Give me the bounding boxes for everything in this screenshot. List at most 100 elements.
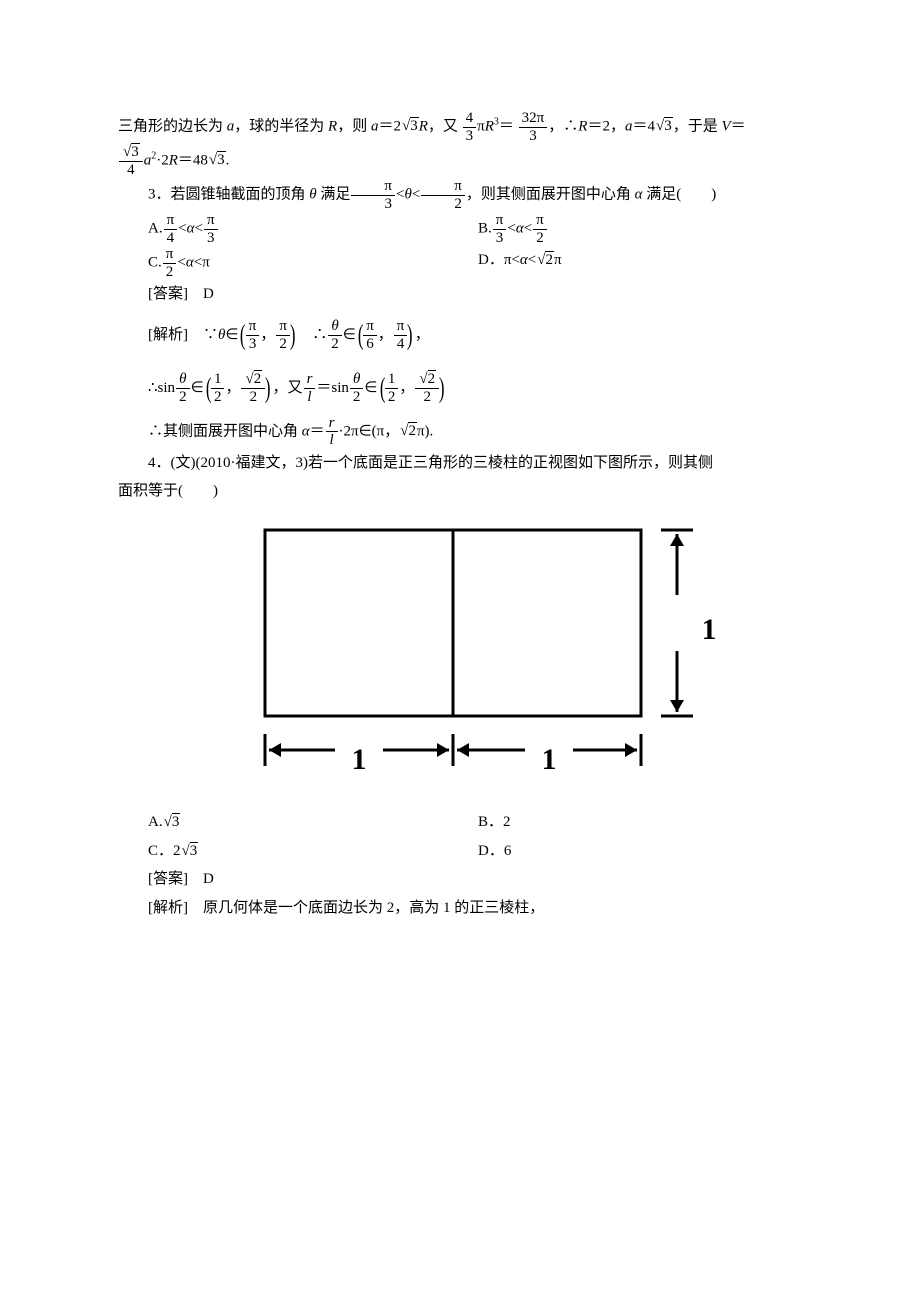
rad: 3 — [410, 117, 419, 134]
q3-option-b: B.π3<α<π2 — [478, 212, 820, 246]
sqrt-2: 2 — [418, 371, 436, 388]
text: ＝2， — [587, 118, 625, 134]
numerator: π — [276, 318, 290, 336]
denominator: 3 — [519, 128, 548, 145]
denominator: 2 — [533, 230, 547, 247]
q4-explanation: [解析] 原几何体是一个底面边长为 2，高为 1 的正三棱柱， — [148, 894, 820, 923]
q3-options-row1: A.π4<α<π3 B.π3<α<π2 — [148, 212, 820, 246]
pi: π — [477, 118, 485, 134]
var-alpha: α — [520, 252, 528, 268]
frac-r-l: rl — [326, 415, 338, 449]
numerator: π — [493, 212, 507, 230]
frac: π2 — [533, 212, 547, 246]
q4-options: A.3 B．2 C．23 D．6 — [148, 808, 820, 865]
lt: < — [177, 254, 185, 270]
numerator: r — [326, 415, 338, 433]
sqrt-3: 3 — [208, 146, 226, 175]
rad: 3 — [664, 117, 673, 134]
q3-exp-line2: ∴sinθ2∈(12，22)，又rl＝sinθ2∈(12，22) — [148, 362, 820, 415]
text: ＝sin — [316, 380, 349, 396]
frac: 22 — [241, 371, 265, 405]
q3-answer: [答案] D — [148, 280, 820, 309]
var-R: R — [419, 118, 428, 134]
text: ，又 — [273, 380, 303, 396]
numerator: r — [304, 371, 316, 389]
lt: < — [524, 220, 532, 236]
sqrt-3: 3 — [655, 112, 673, 141]
sqrt-2: 2 — [536, 246, 554, 275]
text: ，于是 — [673, 118, 722, 134]
lt: < — [195, 220, 203, 236]
numerator: π — [533, 212, 547, 230]
lt: < — [507, 220, 515, 236]
text: [解析] ∵ — [148, 327, 218, 343]
denominator: 2 — [241, 389, 265, 406]
label: A. — [148, 220, 163, 236]
numerator: θ — [350, 371, 364, 389]
numerator: 1 — [385, 371, 399, 389]
text: 三角形的边长为 — [118, 118, 227, 134]
rad: 3 — [190, 842, 199, 859]
numerator: 3 — [119, 144, 143, 162]
text: ∴ — [297, 327, 327, 343]
denominator: 2 — [163, 264, 177, 281]
paren-l: ( — [240, 309, 246, 362]
frac-sqrt3-4: 34 — [119, 144, 143, 178]
q4-option-d: D．6 — [478, 837, 820, 866]
text: ，又 — [428, 118, 458, 134]
text: ＝4 — [632, 118, 655, 134]
eq: ＝ — [499, 118, 514, 134]
frac: π3 — [204, 212, 218, 246]
q4-option-b: B．2 — [478, 808, 820, 837]
numerator: π — [164, 212, 178, 230]
numerator: 2 — [241, 371, 265, 389]
var-theta: θ — [309, 186, 316, 202]
frac: π2 — [276, 318, 290, 352]
rad: 2 — [254, 370, 263, 387]
denominator: 4 — [119, 162, 143, 179]
frac-32pi-3: 32π3 — [519, 110, 548, 144]
text: ＝2 — [378, 118, 401, 134]
in: ∈ — [191, 380, 204, 396]
text: ∴其侧面展开图中心角 — [148, 423, 302, 439]
frac: π3 — [246, 318, 260, 352]
q3-option-c: C.π2<α<π — [148, 246, 478, 280]
numerator: π — [394, 318, 408, 336]
comma: ， — [415, 327, 430, 343]
denominator: 2 — [415, 389, 439, 406]
in: ∈ — [364, 380, 377, 396]
denominator: 2 — [421, 196, 465, 213]
q3-option-a: A.π4<α<π3 — [148, 212, 478, 246]
rad: 3 — [172, 813, 181, 830]
frac-pi-3: π3 — [351, 178, 395, 212]
text: ，则其侧面展开图中心角 — [466, 186, 635, 202]
frac-theta-2: θ2 — [350, 371, 364, 405]
denominator: 2 — [176, 389, 190, 406]
q4-stem-line1: 4．(文)(2010·福建文，3)若一个底面是正三角形的三棱柱的正视图如下图所示… — [118, 449, 820, 478]
q3-exp-line3: ∴其侧面展开图中心角 α＝rl·2π∈(π，2π). — [148, 415, 820, 449]
frac: π4 — [394, 318, 408, 352]
frac: π4 — [164, 212, 178, 246]
q3-stem: 3．若圆锥轴截面的顶角 θ 满足π3<θ<π2，则其侧面展开图中心角 α 满足(… — [118, 178, 820, 212]
numerator: θ — [176, 371, 190, 389]
denominator: 3 — [204, 230, 218, 247]
q4-stem-line2: 面积等于( ) — [118, 477, 820, 506]
var-V: V — [721, 118, 730, 134]
sqrt-2: 2 — [244, 371, 262, 388]
frac: 12 — [385, 371, 399, 405]
var-R: R — [169, 152, 178, 168]
text: π). — [417, 423, 433, 439]
lt: < — [178, 220, 186, 236]
text: ＝48 — [178, 152, 208, 168]
frac: π6 — [363, 318, 377, 352]
svg-text:1: 1 — [702, 613, 717, 646]
numerator: π — [421, 178, 465, 196]
q3-options-row2: C.π2<α<π D．π<α<2π — [148, 246, 820, 280]
paren-r: ) — [407, 309, 413, 362]
var-alpha: α — [187, 220, 195, 236]
frac: 22 — [415, 371, 439, 405]
sqrt-3: 3 — [163, 808, 181, 837]
var-alpha: α — [302, 423, 310, 439]
text: ，则 — [337, 118, 371, 134]
text: <π — [194, 254, 210, 270]
